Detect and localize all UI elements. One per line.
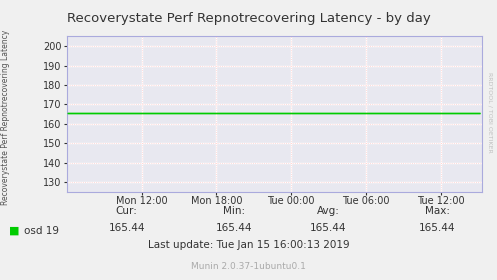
Text: Avg:: Avg: xyxy=(317,206,339,216)
Text: 165.44: 165.44 xyxy=(215,223,252,233)
Text: ■: ■ xyxy=(9,226,19,236)
Text: Max:: Max: xyxy=(425,206,450,216)
Text: osd 19: osd 19 xyxy=(24,226,59,236)
Text: RRDTOOL / TOBI OETIKER: RRDTOOL / TOBI OETIKER xyxy=(487,72,492,152)
Text: Min:: Min: xyxy=(223,206,245,216)
Text: Recoverystate Perf Repnotrecovering Latency - by day: Recoverystate Perf Repnotrecovering Late… xyxy=(67,12,430,25)
Text: Last update: Tue Jan 15 16:00:13 2019: Last update: Tue Jan 15 16:00:13 2019 xyxy=(148,240,349,250)
Text: Munin 2.0.37-1ubuntu0.1: Munin 2.0.37-1ubuntu0.1 xyxy=(191,262,306,271)
Text: 165.44: 165.44 xyxy=(310,223,346,233)
Text: 165.44: 165.44 xyxy=(108,223,145,233)
Text: Cur:: Cur: xyxy=(116,206,138,216)
Text: Recoverystate Perf Repnotrecovering Latency: Recoverystate Perf Repnotrecovering Late… xyxy=(1,30,10,205)
Text: 165.44: 165.44 xyxy=(419,223,456,233)
